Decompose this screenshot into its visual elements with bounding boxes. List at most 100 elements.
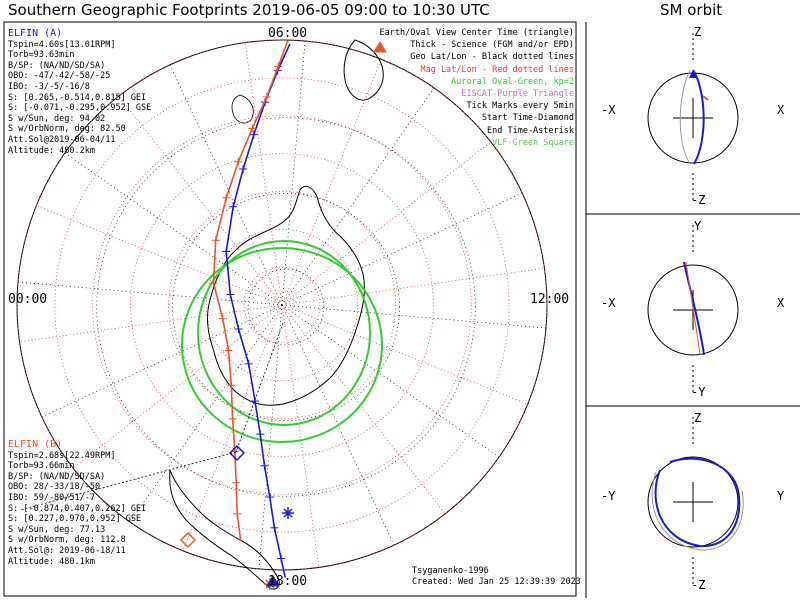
geo-lon-line: [41, 304, 283, 418]
sm-orbit-b: [685, 261, 701, 356]
sm-earth-circle: [647, 264, 739, 356]
elfin-a-line: S: [-0.071,-0.295,0.952] GSE: [8, 103, 152, 114]
elfin-b-center-triangle: [373, 41, 387, 53]
mag-lon-line: [281, 59, 382, 306]
credit: Tsyganenko-1996 Created: Wed Jan 25 12:3…: [412, 566, 581, 588]
mag-lon-line: [72, 304, 283, 469]
geo-lat-circle: [96, 117, 476, 497]
hour-label-right: 12:00: [530, 292, 570, 307]
elfin-b-line: S: [0.227,0.970,0.952] GSE: [8, 514, 142, 525]
sm-panel-3-right: Y: [777, 489, 785, 503]
sm-panel-3-bottom: -Z: [691, 578, 706, 592]
sm-earth-circle: [647, 456, 739, 548]
mag-lon-line: [281, 141, 492, 306]
sm-panel-3-left: -Y: [601, 489, 616, 503]
legend: Earth/Oval View Center Time (triangle) T…: [380, 27, 574, 149]
mag-lon-line: [36, 205, 283, 306]
hour-label-bottom: 18:00: [268, 574, 308, 589]
elfin-b-line: Att.Sol@: 2019-06-18/11: [8, 545, 126, 556]
elfin-b-info: ELFIN (B) Tspin=2.68s[22.49RPM] Torb=93.…: [8, 439, 147, 567]
sm-orbit-b: [679, 69, 691, 165]
sm-panel-3-top: Z: [694, 411, 702, 425]
legend-item: Auroral Oval-Green, kp=2: [451, 76, 574, 87]
mag-lon-line: [118, 95, 283, 306]
sm-panel-2-top: Y: [694, 219, 702, 233]
start-guide-line: [19, 451, 237, 511]
geo-lon-line: [281, 304, 500, 458]
mag-lon-line: [19, 304, 283, 343]
elfin-a-header: ELFIN (A): [8, 28, 63, 39]
elfin-a-line: S w/Sun, deg: 94.02: [8, 113, 106, 124]
island-coastline: [231, 94, 254, 124]
sm-panel-2-bottom: -Y: [691, 385, 706, 399]
model-label: Tsyganenko-1996: [412, 566, 489, 576]
elfin-a-start-diamond: [228, 444, 246, 462]
sm-orbit-a: [654, 457, 741, 548]
sm-orbit-a-triangle: [689, 70, 697, 78]
elfin-b-line: S: [-0.874,0.407,0.262] GEI: [8, 503, 147, 514]
sm-orbit-b-marker: [702, 95, 709, 101]
elfin-a-end-asterisk: [283, 508, 293, 518]
elfin-b-line: Tspin=2.68s[22.49RPM]: [8, 450, 116, 461]
mag-lat-circle: [16, 39, 548, 571]
elfin-b-line: OBO: 28/-33/18/-50: [8, 482, 101, 493]
elfin-a-center-triangle: [266, 575, 280, 587]
mag-lon-line: [281, 304, 320, 568]
legend-item: EISCAT-Purple Triangle: [461, 89, 574, 100]
mag-lon-line: [244, 42, 283, 306]
elfin-a-line: Altitude: 480.2km: [8, 145, 95, 156]
elfin-b-start-diamond: [179, 531, 197, 549]
map-frame: [3, 21, 577, 597]
mag-lat-circle: [168, 191, 396, 419]
chart-title: Southern Geographic Footprints 2019-06-0…: [8, 1, 490, 19]
geo-lon-line: [281, 304, 547, 329]
elfin-a-line: B/SP: (NA/ND/SD/SA): [8, 60, 106, 71]
landmass-coastline: [343, 39, 384, 101]
auroral-oval-inner: [197, 240, 371, 426]
geo-lon-line: [17, 281, 283, 306]
elfin-b-line: Torb=93.66min: [8, 461, 75, 472]
elfin-b-line: S w/Sun, deg: 77.13: [8, 524, 106, 535]
elfin-a-line: Tspin=4.60s[13.01RPM]: [8, 39, 116, 50]
elfin-a-line: OBO: -47/-42/-58/-25: [8, 71, 111, 82]
legend-item: Tick Marks every 5min: [466, 101, 574, 112]
legend-item: Mag Lat/Lon - Red dotted lines: [420, 64, 574, 75]
legend-item: Start Time-Diamond: [481, 113, 574, 124]
elfin-b-line: Altitude: 480.1km: [8, 556, 95, 567]
elfin-a-track: [225, 43, 291, 578]
hour-label-left: 00:00: [8, 292, 48, 307]
sm-orbit-a: [692, 69, 705, 165]
mag-lat-circle: [54, 77, 510, 533]
geo-lon-line: [129, 304, 283, 523]
mag-lon-line: [281, 304, 528, 405]
legend-item: Thick - Science (FGM and/or EPD): [410, 40, 574, 51]
geo-lon-line: [169, 64, 283, 306]
mag-lon-line: [182, 304, 283, 551]
south-america-coastline: [169, 469, 280, 590]
mag-lon-line: [281, 267, 545, 306]
mag-lat-circle: [92, 115, 472, 495]
mag-lat-circle: [205, 228, 359, 382]
legend-item: Geo Lat/Lon - Black dotted lines: [410, 52, 574, 63]
sm-orbit-b: [651, 471, 744, 551]
start-guide-line: [235, 322, 284, 453]
geo-lon-line: [281, 40, 306, 306]
elfin-b-header: ELFIN (B): [8, 439, 63, 450]
elfin-b-line: IBO: 59/-80/51/-7: [8, 492, 95, 503]
elfin-a-line: S w/OrbNorm, deg: 82.50: [8, 124, 126, 135]
sm-panel-1-left: -X: [601, 103, 616, 117]
elfin-a-line: S: [0.265,-0.514,0.815] GEI: [8, 92, 147, 103]
elfin-a-line: Torb=93.63min: [8, 50, 75, 61]
auroral-oval-outer: [181, 247, 383, 443]
mag-lat-circle: [130, 153, 434, 457]
elfin-b-line: B/SP: (NA/ND/SD/SA): [8, 471, 106, 482]
elfin-a-line: Att.Sol@2019-06-04/11: [8, 134, 116, 145]
sm-panel-1-right: X: [777, 103, 785, 117]
legend-item: Earth/Oval View Center Time (triangle): [379, 28, 574, 38]
sm-orbit-a: [683, 261, 705, 356]
geo-lat-circle: [172, 193, 400, 421]
mag-lon-line: [281, 304, 446, 515]
mag-lat-circle: [243, 266, 321, 344]
sm-panel-1-bottom: -Z: [691, 193, 706, 207]
